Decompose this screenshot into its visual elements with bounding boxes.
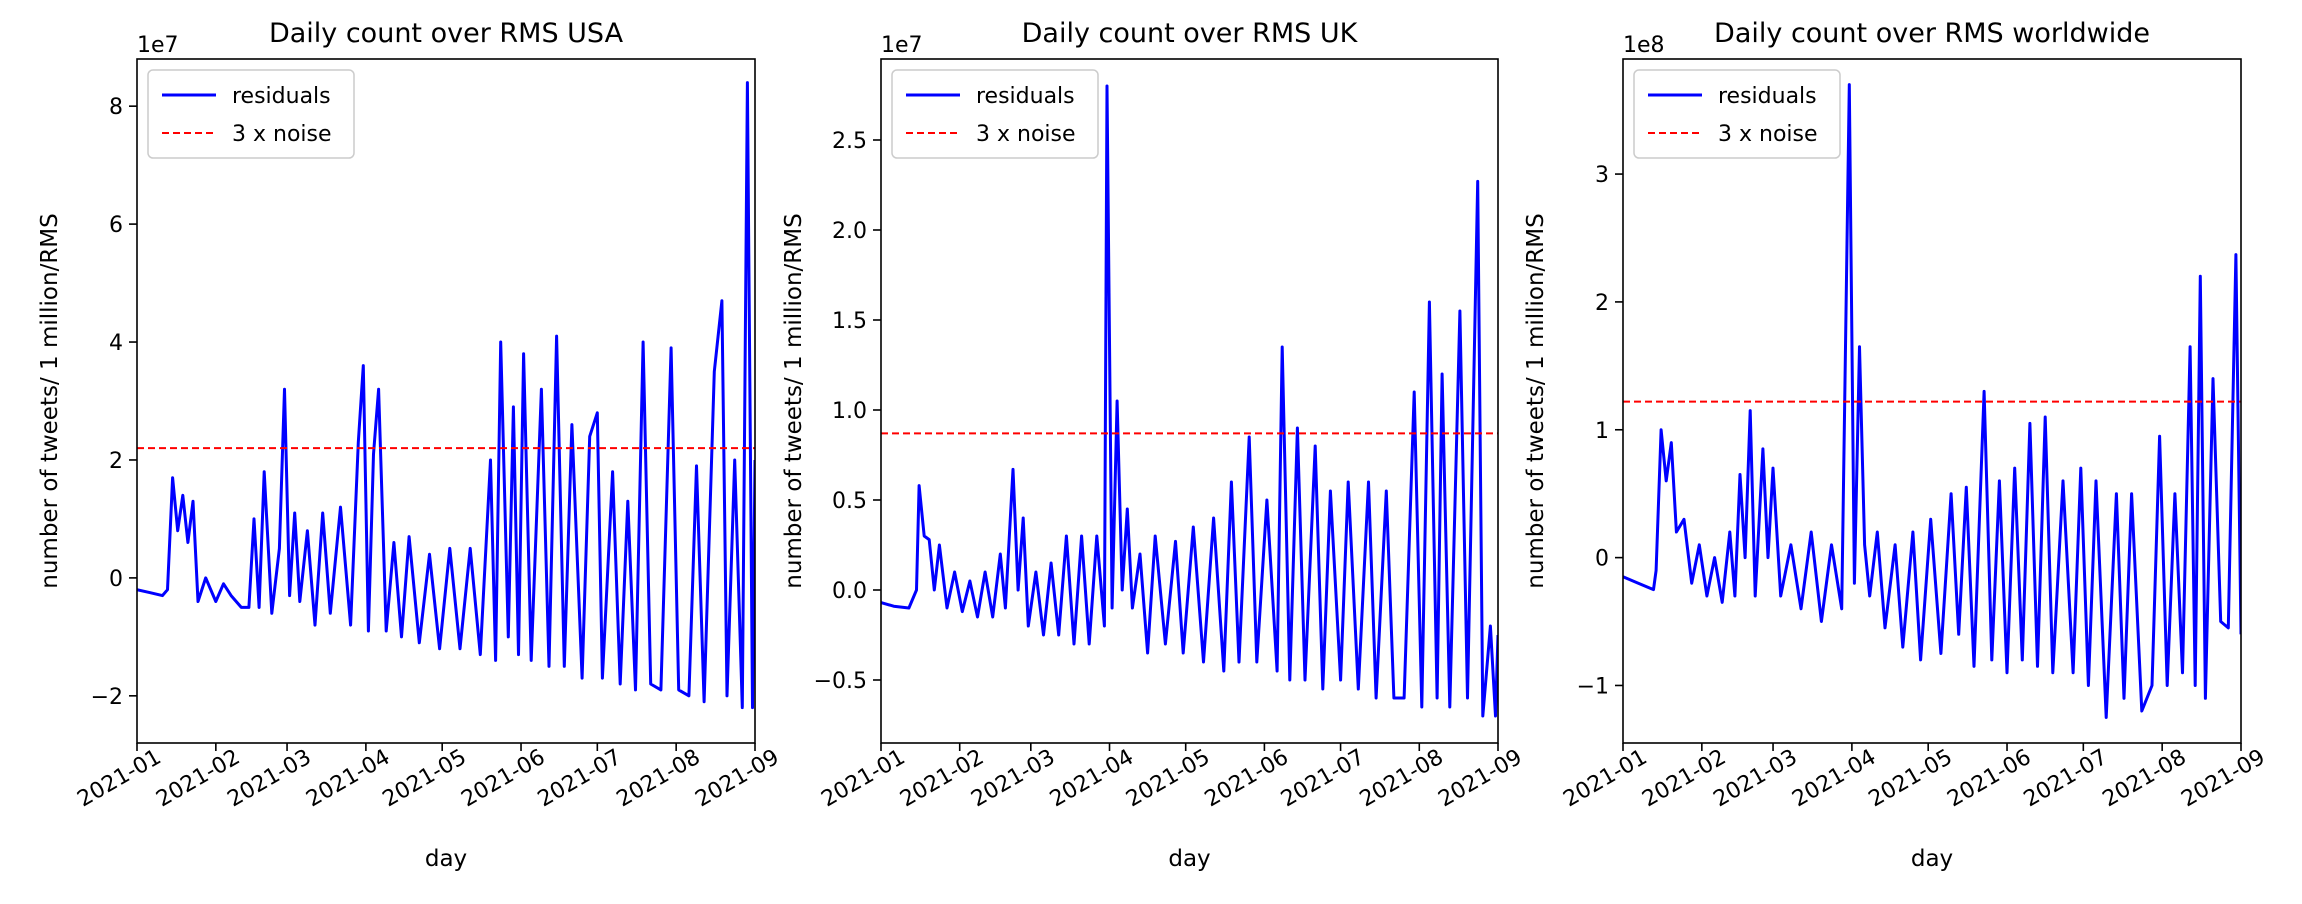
x-tick-label: 2021-01 bbox=[817, 745, 909, 813]
legend: residuals 3 x noise bbox=[1633, 69, 1841, 159]
x-axis-label: day bbox=[1168, 846, 1210, 872]
y-tick-label: 2.5 bbox=[832, 129, 867, 154]
x-tick-label: 2021-01 bbox=[1559, 745, 1651, 813]
x-tick-label: 2021-05 bbox=[379, 745, 471, 813]
legend-label: 3 x noise bbox=[1718, 122, 1818, 147]
chart-panel-2: Daily count over RMS UK 1e7 −0.5 0.0 0.5 1.0 1… bbox=[781, 18, 1527, 872]
y-axis-label: number of tweets/ 1 million/RMS bbox=[37, 213, 63, 588]
x-tick-label: 2021-07 bbox=[1277, 745, 1369, 813]
x-tick-label: 2021-06 bbox=[1943, 745, 2035, 813]
x-tick-label: 2021-09 bbox=[691, 745, 783, 813]
chart-title: Daily count over RMS UK bbox=[1022, 18, 1359, 49]
x-tick-label: 2021-08 bbox=[613, 745, 705, 813]
x-tick-label: 2021-06 bbox=[457, 745, 549, 813]
x-tick-label: 2021-05 bbox=[1865, 745, 1957, 813]
x-tick-label: 2021-09 bbox=[1434, 745, 1526, 813]
plot-area bbox=[137, 81, 755, 710]
x-tick-label: 2021-08 bbox=[2099, 745, 2191, 813]
y-tick-label: 1 bbox=[1595, 419, 1609, 444]
y-tick-label: 2 bbox=[1595, 291, 1609, 316]
legend-box bbox=[1633, 69, 1841, 159]
legend-box bbox=[147, 69, 355, 159]
axes-frame bbox=[880, 58, 1499, 744]
chart-title: Daily count over RMS worldwide bbox=[1714, 18, 2150, 49]
x-tick-label: 2021-08 bbox=[1356, 745, 1448, 813]
x-tick-label: 2021-04 bbox=[302, 745, 394, 813]
y-tick-label: 0 bbox=[109, 567, 123, 592]
series-line-residuals bbox=[137, 81, 755, 710]
y-tick-label: −2 bbox=[91, 685, 123, 710]
x-tick-label: 2021-06 bbox=[1201, 745, 1293, 813]
y-axis-label: number of tweets/ 1 million/RMS bbox=[1523, 213, 1549, 588]
chart-title: Daily count over RMS USA bbox=[269, 18, 624, 49]
series-line-residuals bbox=[1623, 83, 2241, 719]
y-tick-label: −1 bbox=[1577, 674, 1609, 699]
y-axis-label: number of tweets/ 1 million/RMS bbox=[781, 213, 807, 588]
plot-area bbox=[881, 84, 1498, 718]
y-tick-label: 2 bbox=[109, 449, 123, 474]
legend-label: residuals bbox=[976, 84, 1075, 109]
series-line-residuals bbox=[881, 84, 1498, 718]
y-tick-label: 0.0 bbox=[832, 579, 867, 604]
x-tick-label: 2021-09 bbox=[2177, 745, 2269, 813]
axes-frame bbox=[1622, 58, 2242, 744]
y-tick-label: 1.5 bbox=[832, 309, 867, 334]
y-tick-label: 8 bbox=[109, 95, 123, 120]
y-multiplier: 1e7 bbox=[137, 33, 179, 58]
y-tick-label: −0.5 bbox=[814, 669, 867, 694]
y-multiplier: 1e8 bbox=[1623, 33, 1665, 58]
x-tick-label: 2021-07 bbox=[2020, 745, 2112, 813]
legend-box bbox=[891, 69, 1099, 159]
y-tick-label: 2.0 bbox=[832, 219, 867, 244]
y-tick-label: 1.0 bbox=[832, 399, 867, 424]
legend: residuals 3 x noise bbox=[891, 69, 1099, 159]
x-tick-label: 2021-01 bbox=[73, 745, 165, 813]
legend-label: residuals bbox=[232, 84, 331, 109]
axes-frame bbox=[136, 58, 756, 744]
y-tick-label: 3 bbox=[1595, 163, 1609, 188]
chart-panel-1: Daily count over RMS USA 1e7 −2 0 2 4 6 8 2021-0… bbox=[37, 18, 784, 872]
x-tick-label: 2021-04 bbox=[1046, 745, 1138, 813]
plot-area bbox=[1623, 83, 2241, 719]
y-tick-label: 0.5 bbox=[832, 489, 867, 514]
y-tick-label: 4 bbox=[109, 331, 123, 356]
y-tick-label: 6 bbox=[109, 213, 123, 238]
chart-panel-3: Daily count over RMS worldwide 1e8 −1 0 1 2 3 2… bbox=[1523, 18, 2270, 872]
legend-label: 3 x noise bbox=[232, 122, 332, 147]
y-multiplier: 1e7 bbox=[881, 33, 923, 58]
y-tick-label: 0 bbox=[1595, 547, 1609, 572]
x-tick-label: 2021-05 bbox=[1122, 745, 1214, 813]
legend-label: residuals bbox=[1718, 84, 1817, 109]
x-axis-label: day bbox=[1911, 846, 1953, 872]
legend: residuals 3 x noise bbox=[147, 69, 355, 159]
x-tick-label: 2021-04 bbox=[1788, 745, 1880, 813]
x-tick-label: 2021-07 bbox=[534, 745, 626, 813]
legend-label: 3 x noise bbox=[976, 122, 1076, 147]
x-axis-label: day bbox=[425, 846, 467, 872]
